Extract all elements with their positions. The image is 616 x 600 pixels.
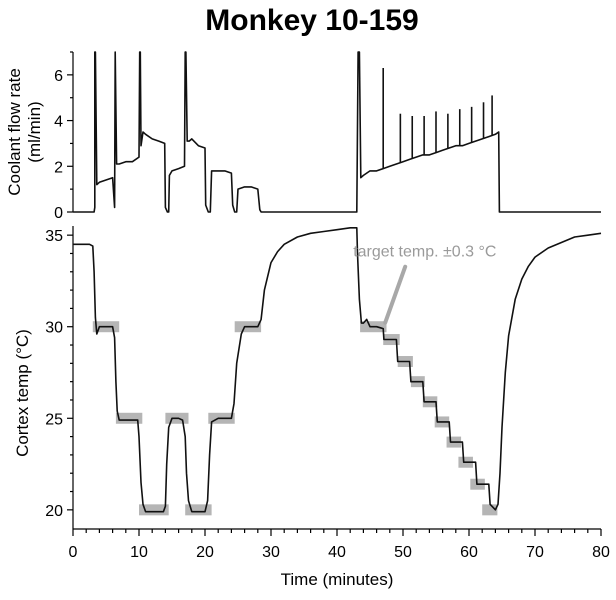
flow-rate-panel: 0 2 4 6 Coolant flow rate (ml/min) <box>5 51 601 222</box>
time-tick-label: 0 <box>69 544 78 561</box>
time-axis-label: Time (minutes) <box>281 570 394 589</box>
cortex-temp-line <box>73 227 602 513</box>
flow-rate-ticks: 0 2 4 6 <box>54 51 73 222</box>
flow-rate-tick-label: 2 <box>54 159 63 176</box>
time-tick-label: 10 <box>130 544 148 561</box>
target-band <box>482 504 498 516</box>
cortex-temp-tick-label: 20 <box>45 503 63 520</box>
cortex-temp-tick-label: 25 <box>45 411 63 428</box>
cortex-temp-tick-label: 35 <box>45 228 63 245</box>
cortex-temp-series <box>73 227 602 513</box>
target-annotation-label: target temp. ±0.3 °C <box>353 244 496 261</box>
flow-rate-series <box>73 51 601 213</box>
flow-rate-tick-label: 6 <box>54 68 63 85</box>
target-band <box>139 504 169 516</box>
flow-rate-axis-label-line2: (ml/min) <box>25 101 44 162</box>
flow-rate-tick-label: 0 <box>54 205 63 222</box>
flow-rate-axis-label-line1: Coolant flow rate <box>5 68 24 196</box>
cortex-temp-axes <box>72 226 601 530</box>
time-tick-label: 80 <box>592 544 610 561</box>
cortex-temp-panel: 20 25 30 35 0 10 20 30 40 50 60 70 80 target temp. ±… <box>13 226 610 589</box>
target-band <box>185 504 212 516</box>
flow-rate-tick-label: 4 <box>54 114 63 131</box>
time-tick-label: 40 <box>328 544 346 561</box>
time-tick-label: 20 <box>196 544 214 561</box>
flow-rate-line <box>73 51 601 213</box>
time-tick-label: 50 <box>394 544 412 561</box>
cortex-temp-ticks: 20 25 30 35 0 10 20 30 40 50 60 70 80 <box>45 228 610 561</box>
time-tick-label: 60 <box>460 544 478 561</box>
cortex-temp-axis-label: Cortex temp (°C) <box>13 329 32 457</box>
time-tick-label: 70 <box>526 544 544 561</box>
target-annotation-pointer <box>383 264 408 325</box>
target-annotation: target temp. ±0.3 °C <box>353 244 496 325</box>
chart-title: Monkey 10-159 <box>205 4 418 37</box>
time-tick-label: 30 <box>262 544 280 561</box>
target-band <box>115 412 143 424</box>
cortex-temp-tick-label: 30 <box>45 320 63 337</box>
